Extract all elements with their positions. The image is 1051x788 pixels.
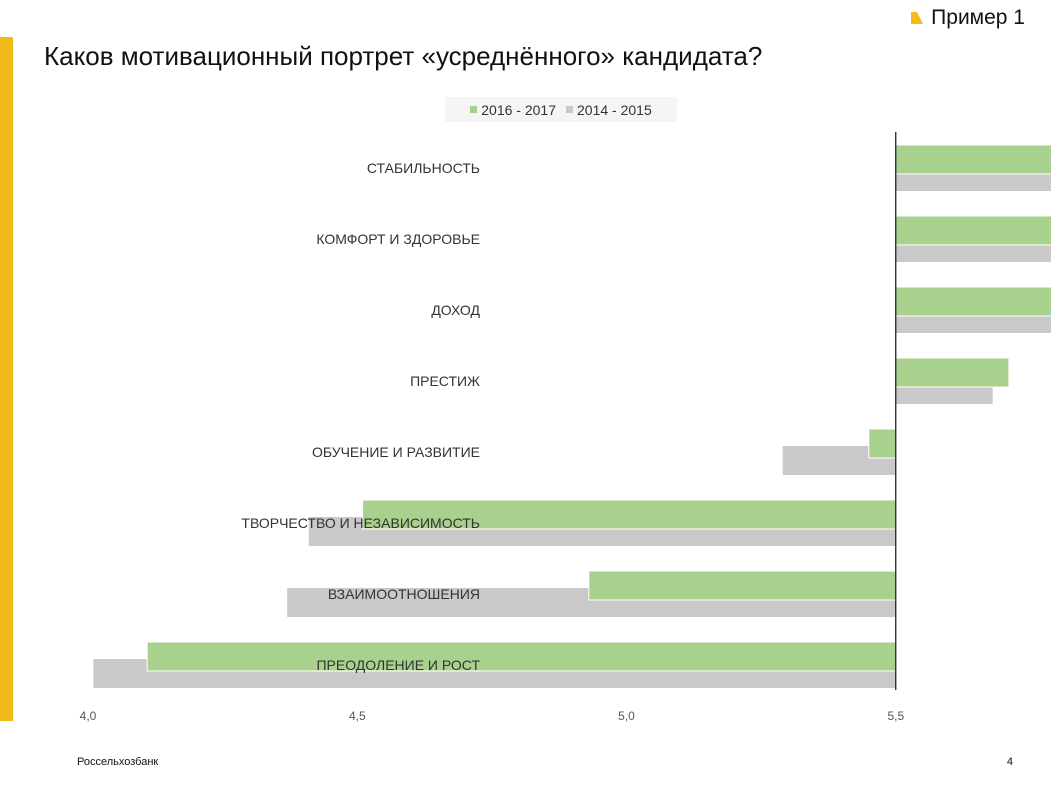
bar-2016-3 bbox=[895, 286, 1051, 317]
legend-item-2014: 2014 - 2015 bbox=[566, 102, 652, 118]
legend-swatch-2014 bbox=[566, 106, 573, 113]
legend-label-2014: 2014 - 2015 bbox=[577, 101, 652, 118]
x-tick-label-2: 4,5 bbox=[349, 709, 366, 723]
category-label-8: ПРЕОДОЛЕНИЕ И РОСТ bbox=[316, 657, 480, 673]
x-tick-label-4: 5,5 bbox=[887, 709, 904, 723]
category-label-7: ВЗАИМООТНОШЕНИЯ bbox=[328, 586, 480, 602]
example-tag: Пример 1 bbox=[911, 6, 1025, 30]
footer-company: Россельхозбанк bbox=[77, 756, 159, 768]
category-label-4: ПРЕСТИЖ bbox=[410, 373, 480, 389]
x-tick-label-3: 5,0 bbox=[618, 709, 635, 723]
bar-2016-2 bbox=[895, 215, 1051, 246]
category-label-5: ОБУЧЕНИЕ И РАЗВИТИЕ bbox=[312, 444, 480, 460]
bar-2016-6 bbox=[362, 499, 897, 530]
bar-2016-5 bbox=[868, 428, 897, 459]
bar-2016-4 bbox=[895, 357, 1010, 388]
category-label-3: ДОХОД bbox=[431, 302, 480, 318]
category-label-2: КОМФОРТ И ЗДОРОВЬЕ bbox=[316, 231, 480, 247]
legend-label-2016: 2016 - 2017 bbox=[481, 101, 556, 118]
page-number: 4 bbox=[1006, 756, 1013, 768]
accent-bar bbox=[0, 37, 13, 721]
chart-legend: 2016 - 2017 2014 - 2015 bbox=[445, 97, 677, 122]
category-label-6: ТВОРЧЕСТВО И НЕЗАВИСИМОСТЬ bbox=[241, 515, 480, 531]
x-tick-label-1: 4,0 bbox=[80, 709, 97, 723]
bar-2016-7 bbox=[588, 570, 897, 601]
example-label: Пример 1 bbox=[931, 6, 1025, 29]
example-marker-icon bbox=[911, 12, 924, 24]
legend-swatch-2016 bbox=[470, 106, 478, 113]
category-label-1: СТАБИЛЬНОСТЬ bbox=[367, 160, 480, 176]
legend-item-2016: 2016 - 2017 bbox=[470, 102, 556, 118]
page-title: Каков мотивационный портрет «усреднённог… bbox=[44, 41, 763, 71]
bar-2016-1 bbox=[895, 144, 1051, 175]
bar-2016-8 bbox=[146, 641, 897, 672]
